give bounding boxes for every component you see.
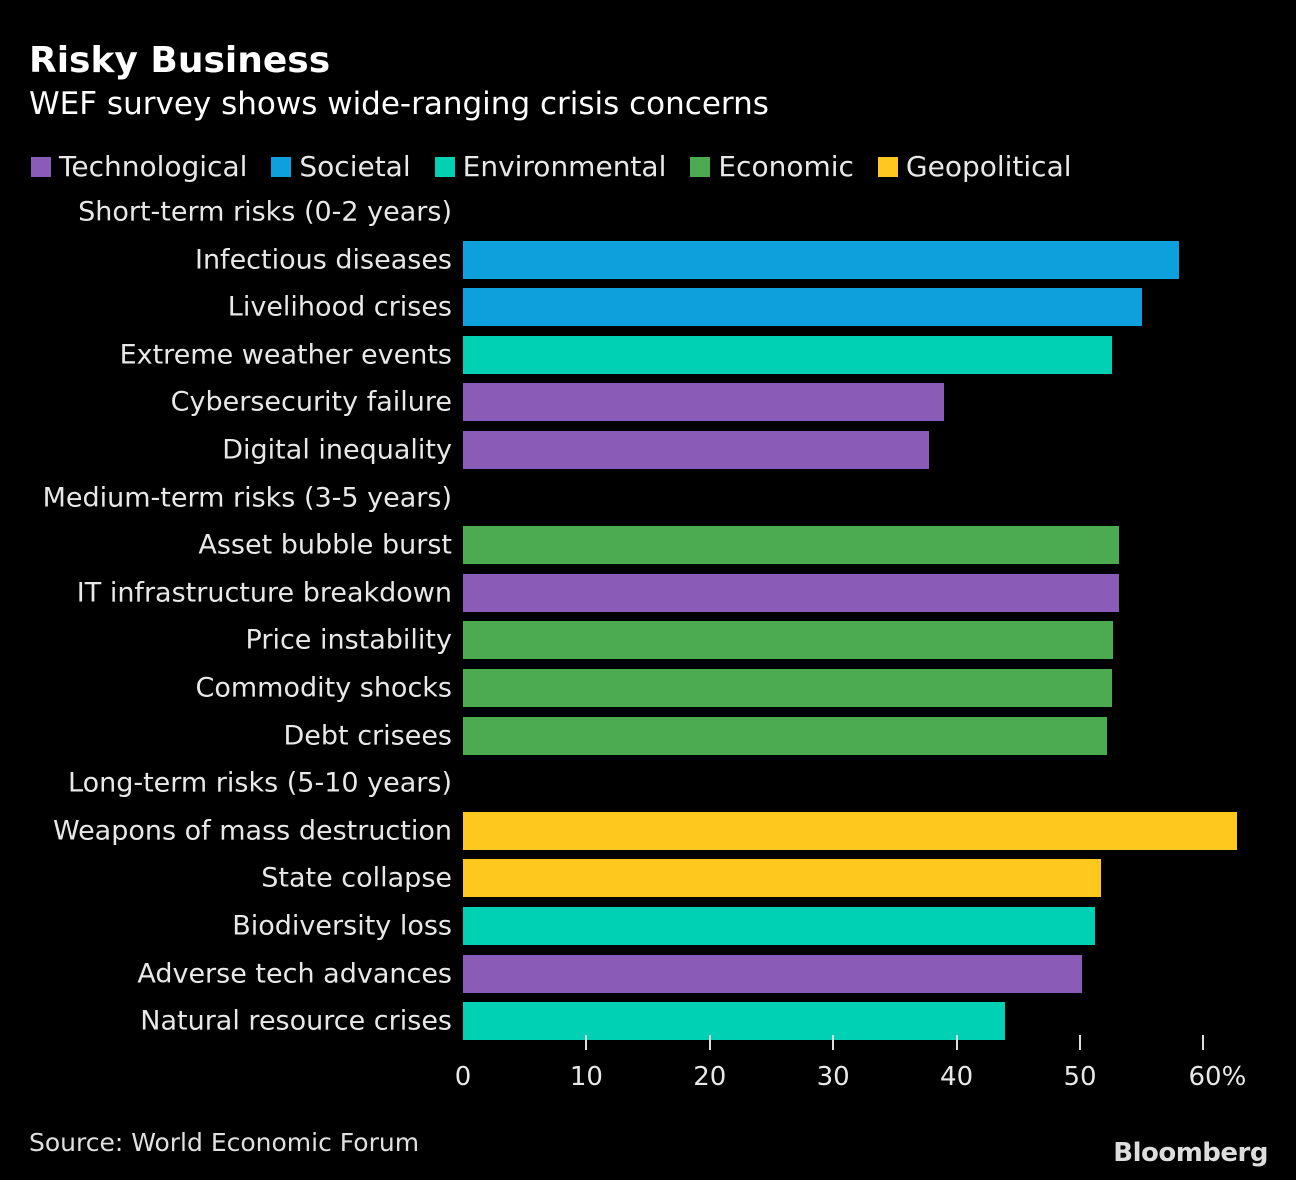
bar <box>463 954 1083 993</box>
bar-label: Debt crisees <box>283 720 452 752</box>
bar-label: Cybersecurity failure <box>170 386 452 418</box>
legend-label: Geopolitical <box>905 150 1072 183</box>
bar <box>463 907 1095 945</box>
legend-label: Societal <box>299 150 411 183</box>
legend-swatch <box>271 156 292 177</box>
bar-label: Commodity shocks <box>195 672 452 704</box>
bar-label: Infectious diseases <box>194 244 452 276</box>
bar-label: Adverse tech advances <box>137 958 452 990</box>
x-tick <box>1079 1035 1081 1050</box>
bar <box>463 288 1142 327</box>
bar-label: Livelihood crises <box>227 291 452 323</box>
x-tick-label: 20 <box>693 1062 727 1092</box>
bar-label: IT infrastructure breakdown <box>76 577 452 609</box>
legend-label: Technological <box>59 150 248 183</box>
bar <box>463 240 1179 279</box>
x-tick-label: 40 <box>940 1062 974 1092</box>
legend-item: Societal <box>271 150 411 183</box>
x-tick <box>1202 1035 1205 1050</box>
bar-label: Digital inequality <box>222 434 452 466</box>
legend-label: Environmental <box>462 150 667 183</box>
x-tick-label: 0 <box>454 1062 472 1092</box>
legend-swatch <box>434 156 455 177</box>
bar-label: Biodiversity loss <box>232 910 452 942</box>
x-tick <box>585 1035 588 1050</box>
x-tick-label: 50 <box>1063 1062 1097 1092</box>
bar <box>463 859 1101 898</box>
bar-label: Asset bubble burst <box>198 529 452 561</box>
source-note: Source: World Economic Forum <box>29 1128 420 1157</box>
bar <box>463 716 1108 755</box>
bloomberg-logo: Bloomberg <box>1113 1138 1268 1168</box>
bar <box>463 621 1114 660</box>
group-header: Short-term risks (0-2 years) <box>78 196 452 228</box>
group-header: Medium-term risks (3-5 years) <box>42 482 452 514</box>
bar <box>463 431 930 469</box>
legend-item: Technological <box>31 150 247 183</box>
legend-swatch <box>877 156 898 177</box>
legend-item: Environmental <box>434 150 667 183</box>
bar <box>463 383 945 422</box>
x-tick-label: 60% <box>1188 1062 1247 1092</box>
bar-label: Weapons of mass destruction <box>52 815 452 847</box>
bar <box>463 669 1113 707</box>
bar-label: Natural resource crises <box>140 1005 452 1037</box>
legend-item: Economic <box>690 150 854 183</box>
bar-label: Extreme weather events <box>119 339 452 371</box>
legend-swatch <box>31 156 51 177</box>
bar <box>463 573 1120 612</box>
bar <box>463 811 1237 850</box>
bar <box>463 526 1120 565</box>
legend-label: Economic <box>718 150 854 183</box>
bar <box>463 1002 1005 1041</box>
legend-swatch <box>690 156 711 177</box>
legend-item: Geopolitical <box>877 150 1072 183</box>
chart-title: Risky Business <box>29 40 331 81</box>
x-tick <box>955 1035 958 1050</box>
x-tick <box>832 1035 835 1050</box>
x-tick <box>708 1035 711 1050</box>
bar-label: Price instability <box>245 624 452 656</box>
group-header: Long-term risks (5-10 years) <box>68 767 452 799</box>
bar-label: State collapse <box>261 862 452 894</box>
chart-subtitle: WEF survey shows wide-ranging crisis con… <box>29 86 769 122</box>
legend: Technological Societal Environmental Econom… <box>31 150 1072 183</box>
x-tick-label: 10 <box>569 1062 603 1092</box>
bar <box>463 335 1113 374</box>
x-tick-label: 30 <box>816 1062 850 1092</box>
